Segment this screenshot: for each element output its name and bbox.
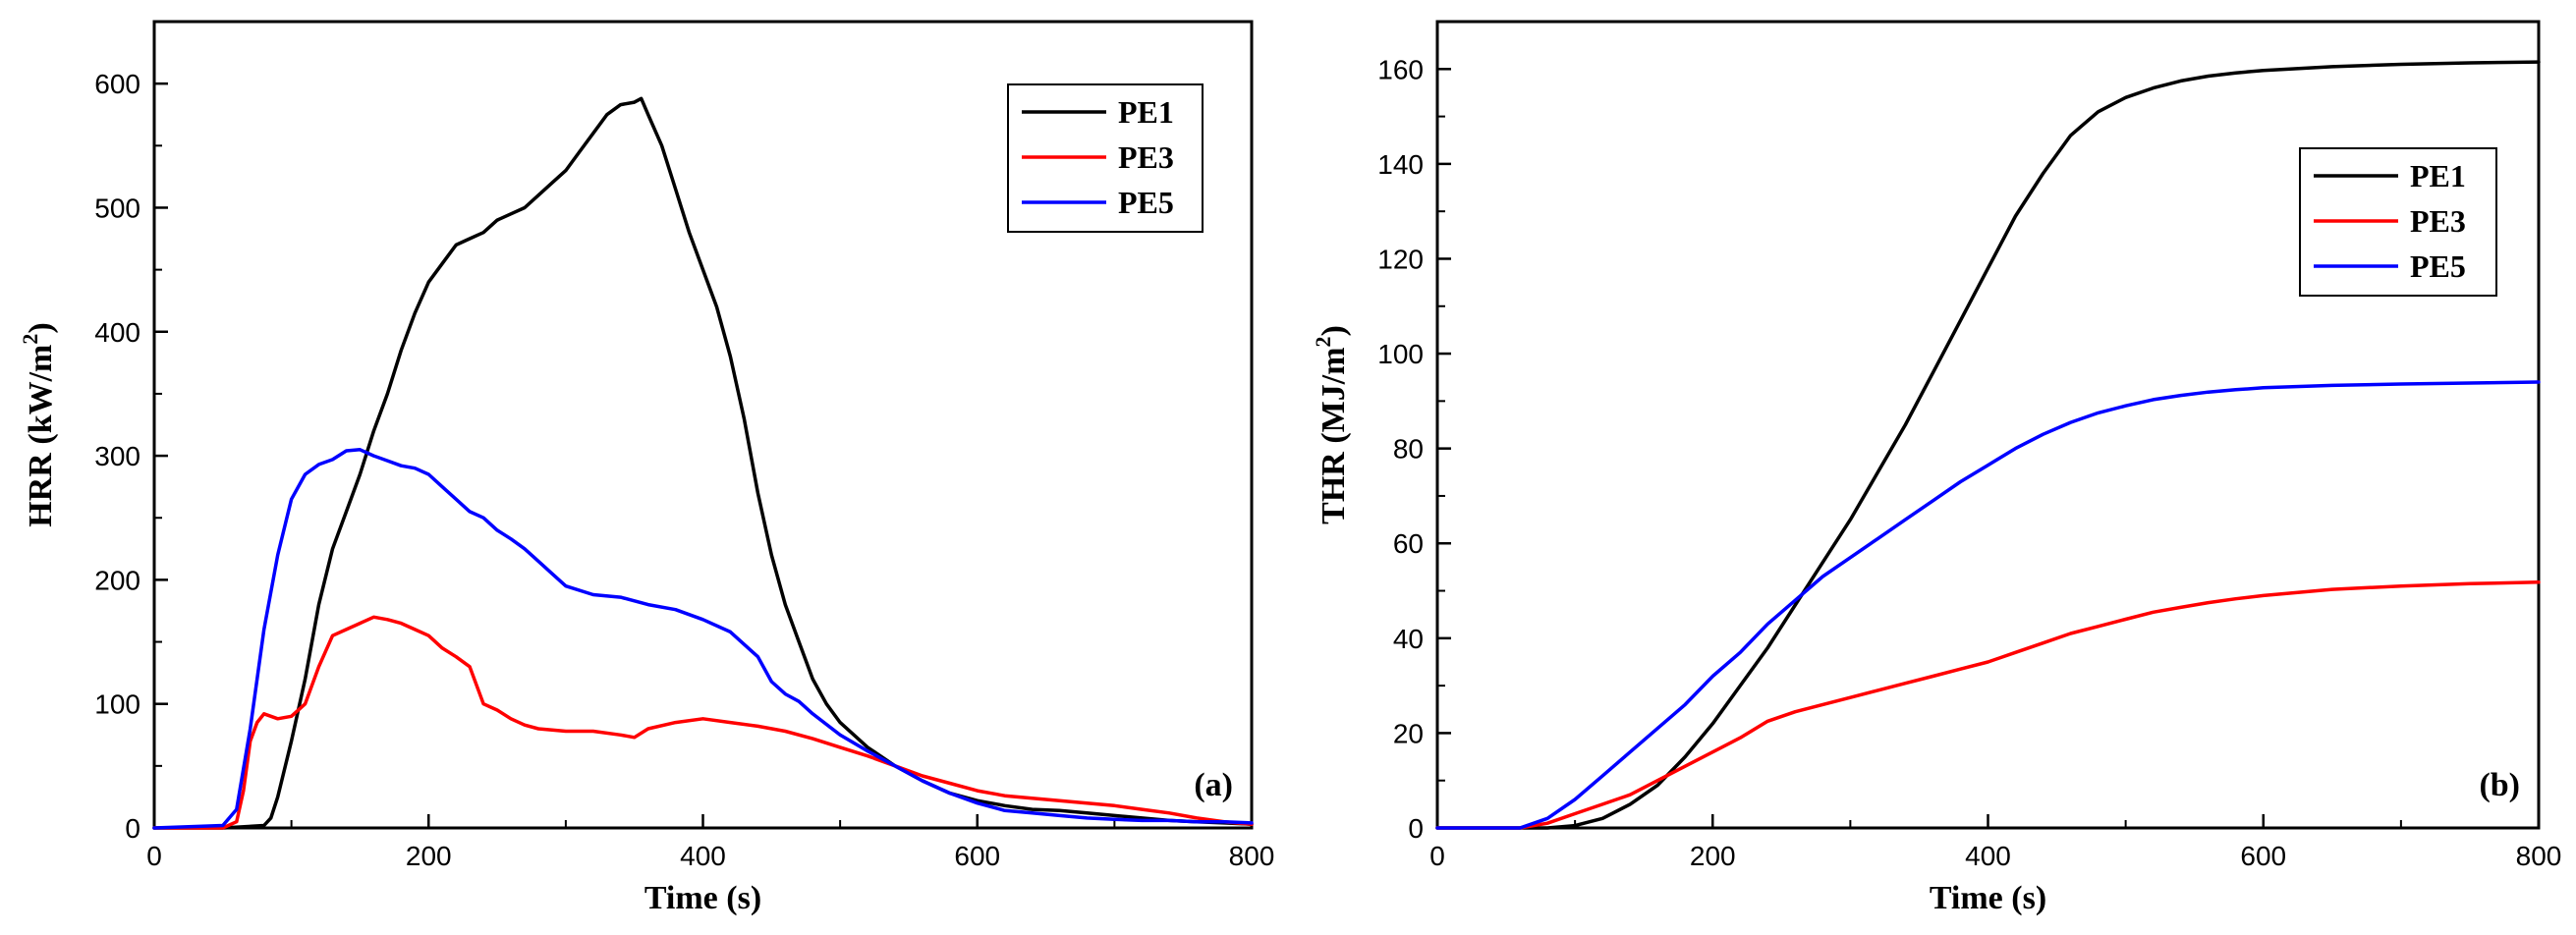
x-tick-label: 800 <box>1229 841 1275 871</box>
legend-label-pe1: PE1 <box>1118 94 1174 130</box>
x-tick-label: 0 <box>146 841 162 871</box>
plot-frame <box>1435 20 2541 830</box>
legend: PE1 PE3 PE5 <box>2299 147 2497 297</box>
y-tick-label: 0 <box>125 813 140 844</box>
y-tick-label: 0 <box>1408 813 1424 844</box>
x-axis-title: Time (s) <box>1930 880 2046 916</box>
y-axis-title-end: ) <box>23 322 59 333</box>
series-line-pe5 <box>1435 380 2541 830</box>
panel-label: (a) <box>1194 767 1233 803</box>
series-line-pe3 <box>152 615 1254 830</box>
x-axis-title: Time (s) <box>644 880 761 916</box>
y-tick-label: 60 <box>1393 528 1424 559</box>
chart-panel-a: 0 200 400 600 800 0 100 200 300 400 500 600 Time (s)… <box>18 20 1275 916</box>
y-tick-label: 500 <box>94 192 140 223</box>
y-tick-label: 140 <box>1377 149 1424 180</box>
y-axis-title-main: HRR (kW/m <box>23 345 59 527</box>
y-tick-label: 400 <box>94 317 140 348</box>
x-tick-label: 600 <box>954 841 1000 871</box>
y-tick-label: 160 <box>1377 54 1424 84</box>
legend-label-pe3: PE3 <box>1118 139 1174 175</box>
legend-label-pe3: PE3 <box>2410 203 2466 239</box>
series-line-pe1 <box>152 96 1254 830</box>
chart-panel-b: 0 200 400 600 800 0 20 40 60 80 100 120 140 160 Time (… <box>1311 20 2562 916</box>
legend-label-pe5: PE5 <box>1118 185 1174 220</box>
y-tick-label: 80 <box>1393 434 1424 465</box>
x-tick-label: 400 <box>680 841 726 871</box>
series-line-pe1 <box>1435 60 2541 830</box>
x-tick-label: 400 <box>1965 841 2011 871</box>
legend-label-pe5: PE5 <box>2410 248 2466 284</box>
x-tick-label: 600 <box>2240 841 2286 871</box>
y-tick-label: 300 <box>94 441 140 471</box>
series-line-pe3 <box>1435 580 2541 830</box>
y-tick-label: 100 <box>94 689 140 720</box>
x-tick-label: 0 <box>1429 841 1445 871</box>
x-tick-label: 200 <box>1690 841 1736 871</box>
y-tick-label: 100 <box>1377 339 1424 369</box>
y-axis-title-superscript: 2 <box>18 334 42 345</box>
y-axis-title-main: THR (MJ/m <box>1316 347 1352 523</box>
panel-label: (b) <box>2479 767 2520 803</box>
y-axis-title: THR (MJ/m2) <box>1311 325 1352 524</box>
x-tick-label: 800 <box>2516 841 2562 871</box>
y-axis-title-superscript: 2 <box>1311 336 1335 347</box>
y-axis-title: HRR (kW/m2) <box>18 322 59 526</box>
y-tick-label: 120 <box>1377 244 1424 274</box>
y-tick-label: 200 <box>94 565 140 595</box>
series-line-pe5 <box>152 448 1254 830</box>
y-tick-label: 40 <box>1393 624 1424 654</box>
y-axis-title-end: ) <box>1316 325 1352 336</box>
y-tick-label: 20 <box>1393 718 1424 748</box>
y-tick-label: 600 <box>94 69 140 99</box>
legend: PE1 PE3 PE5 <box>1007 83 1204 233</box>
legend-label-pe1: PE1 <box>2410 158 2466 193</box>
x-tick-label: 200 <box>406 841 452 871</box>
